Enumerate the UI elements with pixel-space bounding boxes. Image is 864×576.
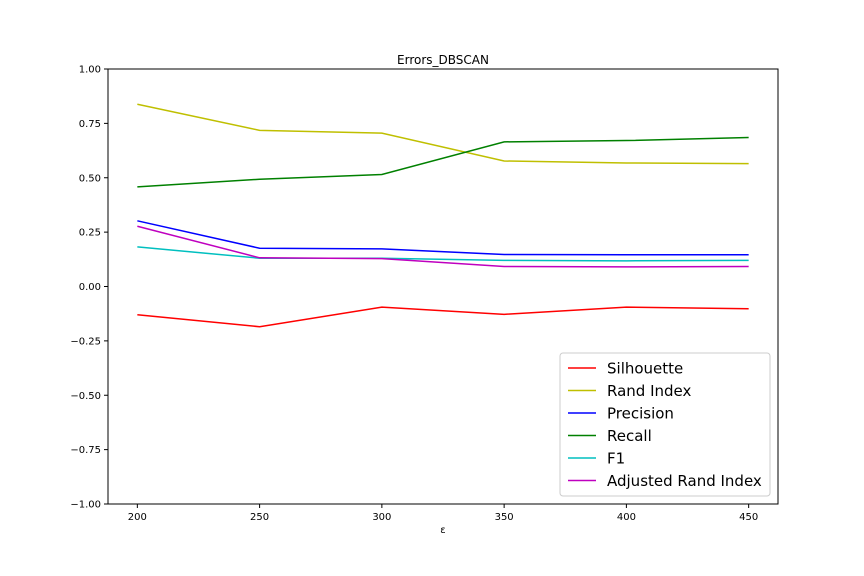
- x-tick-label: 400: [617, 512, 636, 523]
- legend-label: F1: [607, 450, 625, 468]
- y-tick-label: 0.75: [79, 119, 101, 130]
- x-tick-label: 200: [128, 512, 147, 523]
- legend-label: Precision: [607, 405, 674, 423]
- legend-label: Silhouette: [607, 360, 683, 378]
- x-axis-label: ε: [440, 525, 445, 536]
- legend-label: Recall: [607, 427, 652, 445]
- legend: Silhouette Rand Index Precision Recall F1 Adj…: [559, 352, 771, 497]
- y-tick-label: −0.75: [70, 445, 101, 456]
- legend-box: [559, 352, 771, 497]
- x-tick-label: 350: [495, 512, 514, 523]
- legend-label: Adjusted Rand Index: [607, 472, 762, 490]
- x-tick-label: 250: [250, 512, 269, 523]
- legend-label: Rand Index: [607, 382, 691, 400]
- series-layer: [137, 103, 749, 328]
- y-tick-label: 0.00: [79, 282, 101, 293]
- y-tick-label: −0.50: [70, 391, 101, 402]
- y-tick-label: −1.00: [70, 500, 101, 511]
- series-line-rand-index: [137, 103, 749, 165]
- x-axis: 200 250 300 350 400 450: [128, 504, 758, 523]
- y-tick-label: 1.00: [79, 65, 101, 76]
- series-line-adjusted-rand-index: [137, 225, 749, 268]
- y-tick-label: 0.25: [79, 228, 101, 239]
- series-line-precision: [137, 220, 749, 256]
- y-tick-label: −0.25: [70, 336, 101, 347]
- x-tick-label: 300: [372, 512, 391, 523]
- y-tick-label: 0.50: [79, 173, 101, 184]
- series-line-f1: [137, 246, 749, 262]
- x-tick-label: 450: [739, 512, 758, 523]
- series-line-recall: [137, 136, 749, 188]
- series-line-silhouette: [137, 306, 749, 328]
- chart-title: Errors_DBSCAN: [397, 53, 489, 67]
- y-axis: −1.00 −0.75 −0.50 −0.25 0.00 0.25 0.50 0.75 1.00: [70, 65, 108, 511]
